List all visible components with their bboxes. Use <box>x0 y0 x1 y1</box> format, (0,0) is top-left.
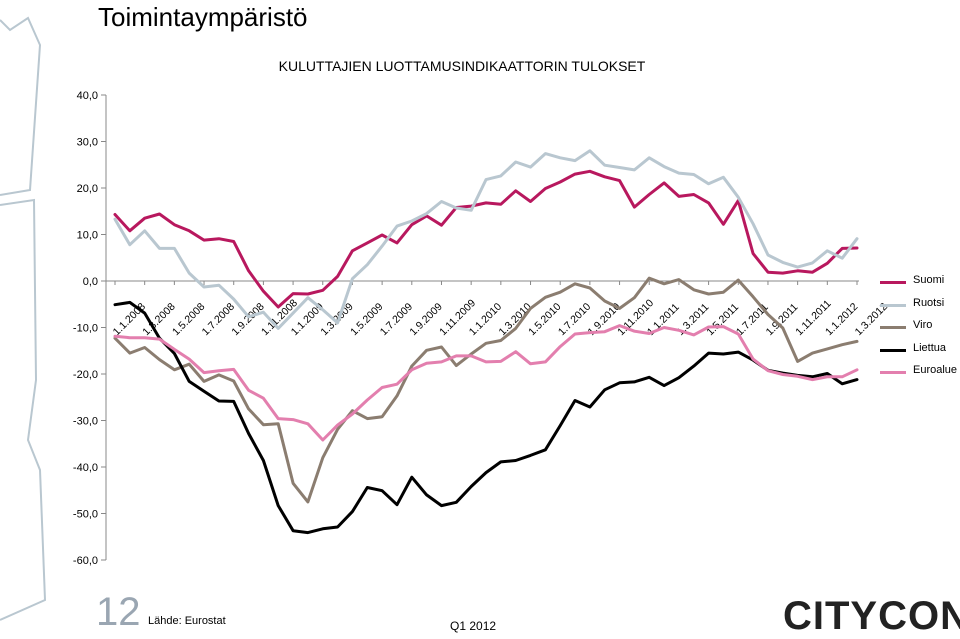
source-note: Lähde: Eurostat <box>148 615 226 627</box>
period-label: Q1 2012 <box>450 619 497 633</box>
legend-label: Viro <box>913 319 933 331</box>
series-line-liettua <box>113 300 859 535</box>
legend-label: Suomi <box>913 274 945 286</box>
citycon-logo: CITYCON <box>783 594 960 638</box>
y-tick-label: -20,0 <box>73 369 98 381</box>
background-building-outline <box>0 16 47 621</box>
y-tick-label: 0,0 <box>83 276 98 288</box>
series-line-viro <box>113 276 859 504</box>
chart-title: KULUTTAJIEN LUOTTAMUSINDIKAATTORIN TULOK… <box>279 58 646 74</box>
legend-swatch <box>880 281 906 284</box>
y-tick-label: -30,0 <box>73 416 98 428</box>
y-tick-label: -40,0 <box>73 462 98 474</box>
series-line-suomi <box>113 169 859 309</box>
series-line-euroalue <box>113 324 859 442</box>
y-tick-label: -10,0 <box>73 323 98 335</box>
y-tick-label: 10,0 <box>77 230 98 242</box>
legend-swatch <box>880 348 906 352</box>
legend-swatch <box>880 303 906 307</box>
y-tick-label: 20,0 <box>77 183 98 195</box>
y-tick-label: -60,0 <box>73 555 98 567</box>
y-tick-label: 30,0 <box>77 137 98 149</box>
legend-label: Liettua <box>913 341 947 354</box>
y-tick-label: -50,0 <box>73 509 98 521</box>
legend-label: Ruotsi <box>913 296 945 309</box>
page-number: 12 <box>96 590 141 634</box>
legend-label: Euroalue <box>913 364 958 376</box>
y-tick-label: 40,0 <box>77 90 98 102</box>
legend-swatch <box>880 371 906 374</box>
slide-title: Toimintaympäristö <box>98 2 308 32</box>
series-line-ruotsi <box>113 149 859 330</box>
legend-swatch <box>880 326 906 329</box>
